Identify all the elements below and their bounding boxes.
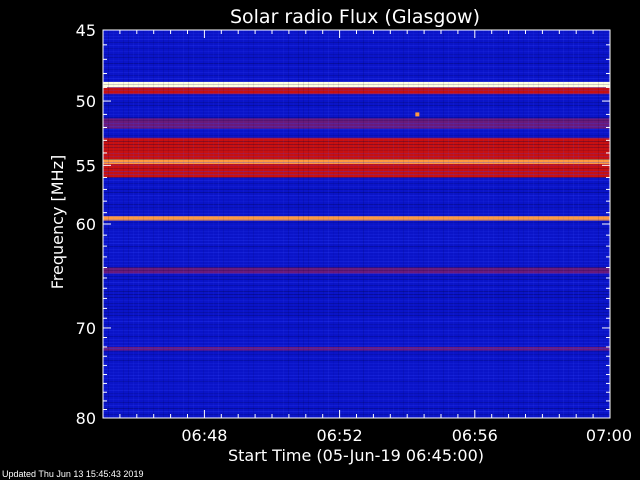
x-axis-label: Start Time (05-Jun-19 06:45:00) <box>228 446 484 465</box>
plot-area <box>103 30 610 418</box>
signal-point-0 <box>415 112 420 117</box>
spectrum-band-9 <box>103 177 610 217</box>
spectrum-band-8 <box>103 164 610 178</box>
x-tick-label: 06:48 <box>181 426 227 445</box>
y-axis-label: Frequency [MHz] <box>48 155 67 289</box>
spectrum-band-14 <box>103 346 610 351</box>
spectrum-band-13 <box>103 273 610 347</box>
spectrum-texture <box>103 30 610 418</box>
chart-title: Solar radio Flux (Glasgow) <box>230 6 480 28</box>
spectrum-band-5 <box>103 128 610 138</box>
x-tick-label: 07:00 <box>586 426 632 445</box>
spectrum-band-2 <box>103 87 610 95</box>
spectrum-band-1 <box>103 81 610 88</box>
spectrum-band-10 <box>103 216 610 221</box>
x-tick-label: 06:52 <box>317 426 363 445</box>
y-tick-label: 60 <box>76 215 96 234</box>
y-tick-label: 55 <box>76 156 96 175</box>
y-tick-label: 50 <box>76 92 96 111</box>
spectrum-band-15 <box>103 350 610 418</box>
y-tick-label: 70 <box>76 319 96 338</box>
spectrum-band-12 <box>103 267 610 274</box>
y-tick-label: 45 <box>76 21 96 40</box>
updated-timestamp: Updated Thu Jun 13 15:45:43 2019 <box>2 469 144 479</box>
spectrum-band-3 <box>103 94 610 119</box>
spectrum-band-6 <box>103 137 610 160</box>
axes: 45 50 55 60 70 80 06:48 06:52 06:56 07:00 <box>76 21 632 445</box>
spectrum-band-4 <box>103 118 610 129</box>
spectrum-band-0 <box>103 30 610 82</box>
spectrum-band-7 <box>103 159 610 165</box>
x-tick-label: 06:56 <box>452 426 498 445</box>
spectrum-band-11 <box>103 220 610 268</box>
y-tick-label: 80 <box>76 409 96 428</box>
